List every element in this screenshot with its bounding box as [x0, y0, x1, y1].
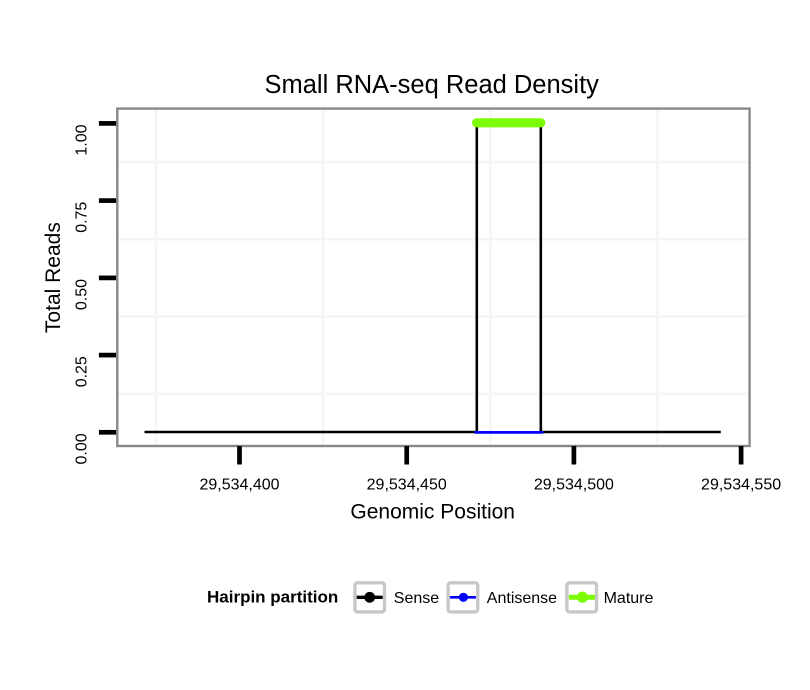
- svg-text:0.50: 0.50: [74, 279, 91, 310]
- svg-text:Genomic Position: Genomic Position: [350, 501, 515, 524]
- svg-text:0.75: 0.75: [74, 202, 91, 233]
- svg-text:Small RNA-seq Read Density: Small RNA-seq Read Density: [264, 71, 599, 99]
- svg-text:Antisense: Antisense: [487, 590, 557, 607]
- svg-text:29,534,450: 29,534,450: [367, 476, 447, 493]
- svg-text:Sense: Sense: [394, 590, 439, 607]
- svg-text:29,534,500: 29,534,500: [534, 476, 614, 493]
- svg-text:Hairpin partition: Hairpin partition: [207, 588, 338, 607]
- svg-text:0.00: 0.00: [74, 433, 91, 464]
- svg-text:Total Reads: Total Reads: [42, 222, 65, 333]
- svg-text:1.00: 1.00: [74, 124, 91, 155]
- svg-text:Mature: Mature: [604, 590, 654, 607]
- svg-text:29,534,550: 29,534,550: [701, 476, 781, 493]
- svg-text:0.25: 0.25: [74, 356, 91, 387]
- svg-text:29,534,400: 29,534,400: [199, 476, 279, 493]
